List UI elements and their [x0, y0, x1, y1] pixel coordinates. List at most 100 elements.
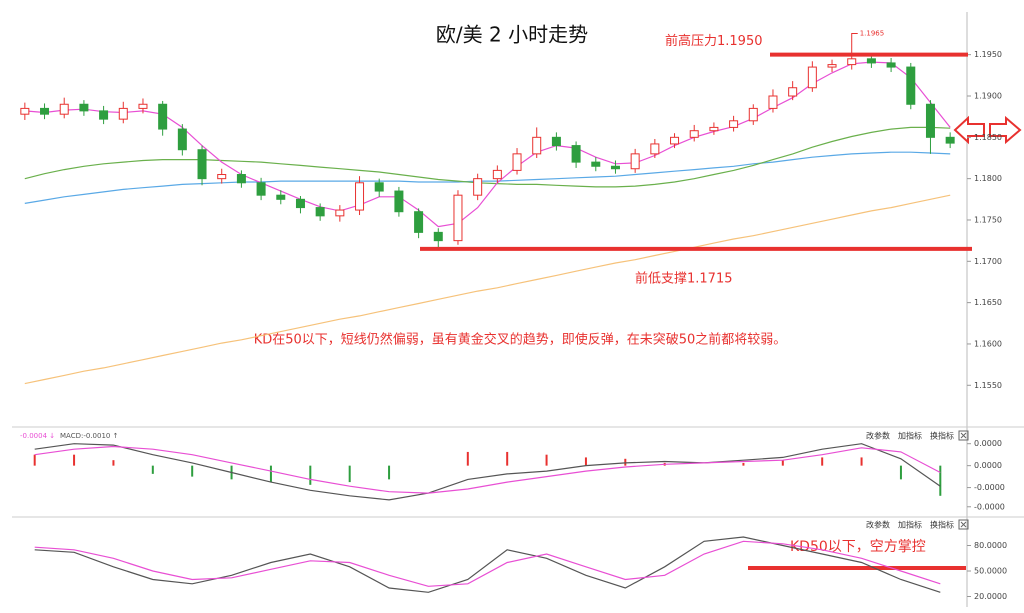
toolbar-button[interactable]: 加指标: [898, 431, 922, 441]
candle-body: [394, 190, 404, 213]
candle-body: [414, 211, 424, 233]
candle-body: [276, 194, 286, 200]
candle-body: [99, 110, 109, 120]
candle-body: [138, 103, 148, 109]
level-label: 前低支撑1.1715: [635, 270, 733, 286]
y-tick-label: 1.1550: [974, 381, 1002, 390]
candle-body: [807, 66, 817, 89]
candle-body: [79, 103, 89, 112]
candle-body: [40, 107, 50, 115]
candle-body: [236, 174, 246, 184]
kd-annotation: KD50以下，空方掌控: [790, 539, 926, 555]
indicator-line: [34, 540, 941, 587]
indicator-line: [34, 536, 941, 593]
toolbar-button[interactable]: 换指标: [930, 520, 954, 530]
y-tick-label: 0.0000: [974, 439, 1002, 448]
macd-header: MACD:-0.0010 ↑: [60, 432, 118, 440]
candle-body: [650, 143, 660, 155]
indicator-line: [24, 194, 951, 385]
double-arrow: [953, 115, 1022, 145]
y-tick-label: 20.0000: [974, 592, 1007, 601]
candle-body: [512, 153, 522, 171]
histogram-bar: [781, 460, 784, 466]
close-button[interactable]: [958, 519, 969, 530]
histogram-bar: [624, 458, 627, 466]
y-tick-label: 1.1900: [974, 92, 1002, 101]
candle-body: [217, 174, 227, 180]
histogram-bar: [191, 465, 194, 477]
y-tick-label: 1.1800: [974, 174, 1002, 183]
histogram-bar: [899, 465, 902, 480]
candle-body: [610, 165, 620, 170]
candle-body: [433, 231, 443, 242]
y-tick-label: 1.1650: [974, 298, 1002, 307]
y-tick-label: 1.1850: [974, 133, 1002, 142]
candle-body: [374, 182, 384, 192]
histogram-bar: [545, 454, 548, 466]
candle-body: [591, 161, 601, 167]
peak-marker: [851, 32, 858, 42]
candle-body: [59, 103, 69, 115]
candle-body: [630, 153, 640, 170]
toolbar-button[interactable]: 加指标: [898, 520, 922, 530]
y-tick-label: 1.1700: [974, 257, 1002, 266]
histogram-bar: [309, 465, 312, 485]
candle-body: [335, 209, 345, 217]
indicator-line: [34, 443, 941, 501]
candle-body: [709, 126, 719, 132]
y-tick-label: -0.0000: [974, 483, 1005, 492]
y-tick-label: 1.1750: [974, 215, 1002, 224]
candle-body: [886, 62, 896, 68]
arrow-left: [953, 115, 985, 145]
candle-body: [827, 64, 837, 68]
candle-body: [453, 194, 463, 242]
candle-body: [866, 58, 876, 64]
candle-body: [177, 128, 187, 151]
y-tick-label: 1.1600: [974, 339, 1002, 348]
candle-body: [20, 107, 30, 115]
toolbar-button[interactable]: 改参数: [866, 431, 890, 441]
histogram-bar: [348, 465, 351, 483]
indicator-line: [24, 151, 951, 204]
candle-body: [689, 130, 699, 138]
histogram-bar: [584, 457, 587, 466]
histogram-bar: [151, 465, 154, 474]
close-button[interactable]: [958, 430, 969, 441]
arrow-right: [989, 115, 1022, 145]
candle-body: [847, 58, 857, 66]
toolbar-button[interactable]: 换指标: [930, 431, 954, 441]
chart-title: 欧/美 2 小时走势: [436, 23, 588, 47]
candle-body: [158, 103, 168, 130]
candle-body: [197, 149, 207, 180]
annotation: KD在50以下，短线仍然偏弱，虽有黄金交叉的趋势，即使反弹，在未突破50之前都将…: [254, 332, 787, 348]
candle-body: [256, 182, 266, 196]
y-tick-label: 50.0000: [974, 567, 1007, 576]
histogram-bar: [466, 451, 469, 466]
candle-body: [945, 136, 955, 144]
candle-body: [295, 198, 305, 209]
histogram-bar: [506, 451, 509, 466]
histogram-bar: [112, 460, 115, 466]
histogram-bar: [33, 454, 36, 466]
candle-body: [532, 136, 542, 155]
candle-body: [551, 136, 561, 147]
histogram-bar: [821, 457, 824, 466]
candle-body: [788, 87, 798, 97]
candle-body: [925, 103, 935, 138]
candle-body: [670, 136, 680, 145]
y-tick-label: -0.0000: [974, 502, 1005, 511]
indicator-line: [24, 126, 951, 188]
histogram-bar: [269, 465, 272, 483]
peak-label: 1.1965: [860, 29, 885, 37]
histogram-bar: [73, 454, 76, 466]
histogram-bar: [860, 457, 863, 466]
toolbar-button[interactable]: 改参数: [866, 520, 890, 530]
level-label: 前高压力1.1950: [665, 33, 763, 49]
candle-body: [492, 169, 502, 180]
y-tick-label: 0.0000: [974, 461, 1002, 470]
y-tick-label: 1.1950: [974, 50, 1002, 59]
candle-body: [571, 145, 581, 163]
